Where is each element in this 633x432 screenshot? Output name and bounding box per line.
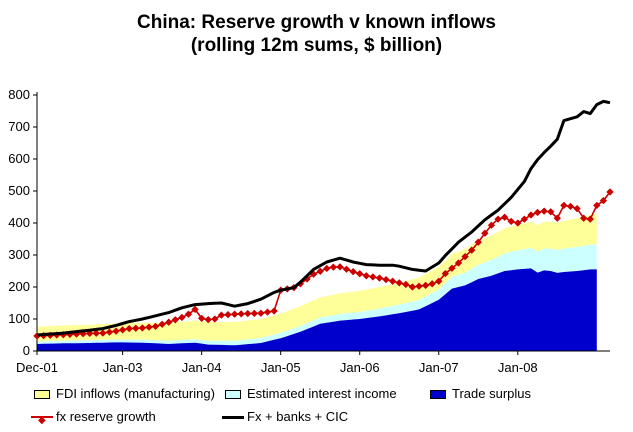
marker-fx-reserve-growth xyxy=(164,318,173,326)
y-tick-label: 0 xyxy=(23,343,30,358)
x-tick-label: Jan-05 xyxy=(261,360,301,375)
marker-fx-reserve-growth xyxy=(191,305,199,314)
marker-fx-reserve-growth xyxy=(593,201,601,210)
y-tick-label: 600 xyxy=(8,151,30,166)
marker-fx-reserve-growth xyxy=(546,208,555,216)
y-tick-label: 700 xyxy=(8,119,30,134)
marker-fx-reserve-growth xyxy=(151,322,160,331)
marker-fx-reserve-growth xyxy=(158,320,166,329)
marker-fx-reserve-growth xyxy=(197,314,206,323)
marker-fx-reserve-growth xyxy=(244,309,252,318)
x-tick-label: Jan-08 xyxy=(498,360,538,375)
marker-fx-reserve-growth xyxy=(500,213,509,221)
y-tick-label: 500 xyxy=(8,183,30,198)
marker-fx-reserve-growth xyxy=(514,219,522,227)
marker-fx-reserve-growth xyxy=(92,329,101,337)
y-tick-label: 300 xyxy=(8,247,30,262)
marker-fx-reserve-growth xyxy=(118,326,127,334)
marker-fx-reserve-growth xyxy=(553,214,562,222)
marker-fx-reserve-growth xyxy=(461,252,469,261)
marker-fx-reserve-growth xyxy=(178,313,186,322)
y-tick-label: 800 xyxy=(8,87,30,102)
marker-fx-reserve-growth xyxy=(520,215,529,223)
marker-fx-reserve-growth xyxy=(369,273,377,281)
marker-fx-reserve-growth xyxy=(579,214,588,222)
marker-fx-reserve-growth xyxy=(533,208,542,217)
marker-fx-reserve-growth xyxy=(224,310,232,319)
marker-fx-reserve-growth xyxy=(237,310,245,318)
marker-fx-reserve-growth xyxy=(323,264,331,273)
area-trade-surplus xyxy=(37,268,597,351)
y-tick-label: 100 xyxy=(8,311,30,326)
marker-fx-reserve-growth xyxy=(355,269,364,278)
marker-fx-reserve-growth xyxy=(375,274,384,282)
marker-fx-reserve-growth xyxy=(566,202,575,211)
marker-fx-reserve-growth xyxy=(184,310,193,318)
marker-fx-reserve-growth xyxy=(467,246,476,254)
chart-title: China: Reserve growth v known inflows xyxy=(137,12,496,33)
marker-fx-reserve-growth xyxy=(540,207,548,215)
marker-fx-reserve-growth xyxy=(527,211,535,219)
marker-fx-reserve-growth xyxy=(217,311,226,319)
marker-fx-reserve-growth xyxy=(230,310,239,318)
marker-fx-reserve-growth xyxy=(421,281,430,290)
marker-fx-reserve-growth xyxy=(270,307,278,315)
marker-fx-reserve-growth xyxy=(171,316,180,324)
marker-fx-reserve-growth xyxy=(573,204,581,213)
x-tick-label: Jan-07 xyxy=(419,360,459,375)
marker-fx-reserve-growth xyxy=(145,323,153,331)
marker-fx-reserve-growth xyxy=(132,324,140,333)
marker-fx-reserve-growth xyxy=(494,215,502,223)
marker-fx-reserve-growth xyxy=(441,269,450,278)
marker-fx-reserve-growth xyxy=(125,324,133,333)
marker-fx-reserve-growth xyxy=(362,272,371,280)
marker-fx-reserve-growth xyxy=(435,277,443,285)
marker-fx-reserve-growth xyxy=(138,324,147,332)
marker-fx-reserve-growth xyxy=(204,315,212,324)
marker-fx-reserve-growth xyxy=(454,259,463,267)
marker-fx-reserve-growth xyxy=(263,308,272,316)
line-fx-banks-cic xyxy=(36,99,611,337)
marker-fx-reserve-growth xyxy=(507,217,515,226)
marker-fx-reserve-growth xyxy=(560,201,568,210)
marker-fx-reserve-growth xyxy=(349,267,357,276)
marker-fx-reserve-growth xyxy=(487,221,496,229)
marker-fx-reserve-growth xyxy=(329,263,338,271)
marker-fx-reserve-growth xyxy=(481,229,489,237)
marker-fx-reserve-growth xyxy=(388,277,397,285)
x-tick-label: Jan-03 xyxy=(103,360,143,375)
marker-fx-reserve-growth xyxy=(99,329,107,337)
marker-fx-reserve-growth xyxy=(112,327,120,335)
x-tick-label: Jan-04 xyxy=(182,360,222,375)
marker-fx-reserve-growth xyxy=(586,215,594,223)
y-tick-label: 400 xyxy=(8,215,30,230)
x-tick-label: Dec-01 xyxy=(16,360,58,375)
chart-subtitle: (rolling 12m sums, $ billion) xyxy=(190,35,443,56)
marker-fx-reserve-growth xyxy=(257,309,265,317)
area-estimated-interest-income xyxy=(37,244,597,346)
marker-fx-reserve-growth xyxy=(606,188,614,196)
marker-fx-reserve-growth xyxy=(402,280,410,289)
marker-fx-reserve-growth xyxy=(342,265,351,273)
marker-fx-reserve-growth xyxy=(211,315,219,323)
marker-fx-reserve-growth xyxy=(428,280,436,288)
marker-fx-reserve-growth xyxy=(336,263,344,271)
marker-fx-reserve-growth xyxy=(105,328,114,336)
marker-fx-reserve-growth xyxy=(474,238,483,246)
marker-fx-reserve-growth xyxy=(408,283,417,291)
y-tick-label: 200 xyxy=(8,279,30,294)
marker-fx-reserve-growth xyxy=(382,275,390,284)
marker-fx-reserve-growth xyxy=(448,264,456,273)
x-tick-label: Jan-06 xyxy=(340,360,380,375)
marker-fx-reserve-growth xyxy=(250,309,259,318)
marker-fx-reserve-growth xyxy=(395,279,403,287)
marker-fx-reserve-growth xyxy=(599,196,608,205)
marker-fx-reserve-growth xyxy=(316,267,324,276)
marker-fx-reserve-growth xyxy=(415,282,423,290)
